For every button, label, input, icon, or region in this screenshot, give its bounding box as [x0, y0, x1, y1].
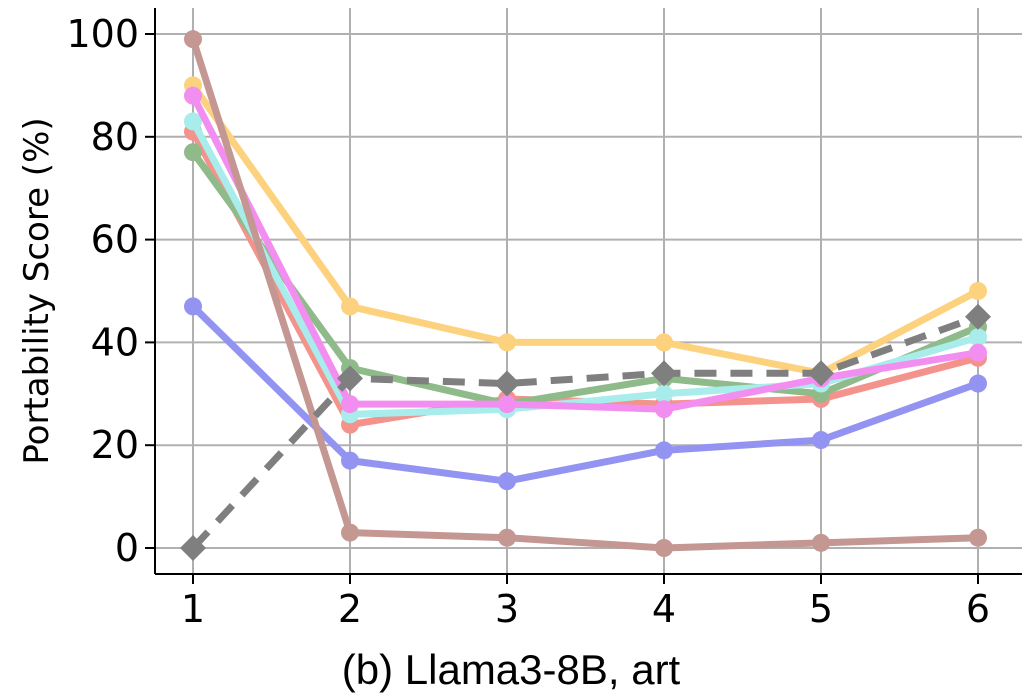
data-point [498, 333, 516, 352]
data-point [341, 523, 359, 542]
data-point [498, 395, 516, 414]
data-point [180, 535, 206, 561]
data-point [655, 441, 673, 460]
data-point [498, 528, 516, 547]
series-line [189, 81, 982, 377]
chart-caption: (b) Llama3-8B, art [342, 646, 681, 693]
data-point [969, 328, 987, 347]
series-line [189, 92, 982, 413]
y-axis-label: Portability Score (%) [17, 117, 57, 464]
data-point [969, 374, 987, 393]
series-7 [184, 30, 987, 557]
data-point [184, 86, 202, 105]
data-point [341, 451, 359, 470]
data-point [969, 343, 987, 362]
data-point [184, 30, 202, 49]
series-line [189, 148, 982, 408]
y-tick-label: 80 [91, 115, 139, 159]
x-tick-label: 3 [495, 587, 519, 631]
data-point [969, 282, 987, 300]
data-point [812, 431, 830, 450]
y-tick-label: 40 [91, 320, 139, 364]
x-tick-label: 2 [338, 587, 362, 631]
data-point [341, 297, 359, 316]
series-8 [180, 303, 991, 561]
series-line [189, 302, 982, 485]
series-lines [180, 30, 991, 561]
data-point [651, 360, 677, 387]
data-point [969, 528, 987, 547]
series-line [190, 313, 980, 551]
data-point [655, 400, 673, 419]
y-tick-label: 100 [66, 12, 139, 56]
data-point [808, 360, 834, 387]
data-point [184, 143, 202, 162]
data-point [965, 303, 991, 330]
y-tick-label: 60 [91, 218, 139, 262]
data-point [341, 395, 359, 414]
data-point [498, 472, 516, 491]
y-axis-ticks: 0 20 40 60 80 100 [66, 12, 155, 570]
data-point [494, 370, 520, 397]
data-point [184, 297, 202, 316]
x-tick-label: 4 [652, 587, 676, 631]
data-point [655, 539, 673, 557]
x-tick-label: 5 [809, 587, 833, 631]
data-point [655, 333, 673, 352]
x-tick-label: 6 [966, 587, 990, 631]
y-tick-label: 20 [91, 423, 139, 467]
data-point [812, 533, 830, 552]
y-tick-label: 0 [115, 526, 139, 570]
series-6 [184, 297, 987, 491]
data-point [184, 112, 202, 131]
x-tick-label: 1 [181, 587, 205, 631]
data-point [337, 365, 363, 392]
series-line [189, 35, 982, 552]
series-5 [184, 86, 987, 419]
x-axis-ticks: 1 2 3 4 5 6 [181, 574, 990, 631]
axes-spines [154, 8, 1022, 575]
data-point [655, 384, 673, 403]
